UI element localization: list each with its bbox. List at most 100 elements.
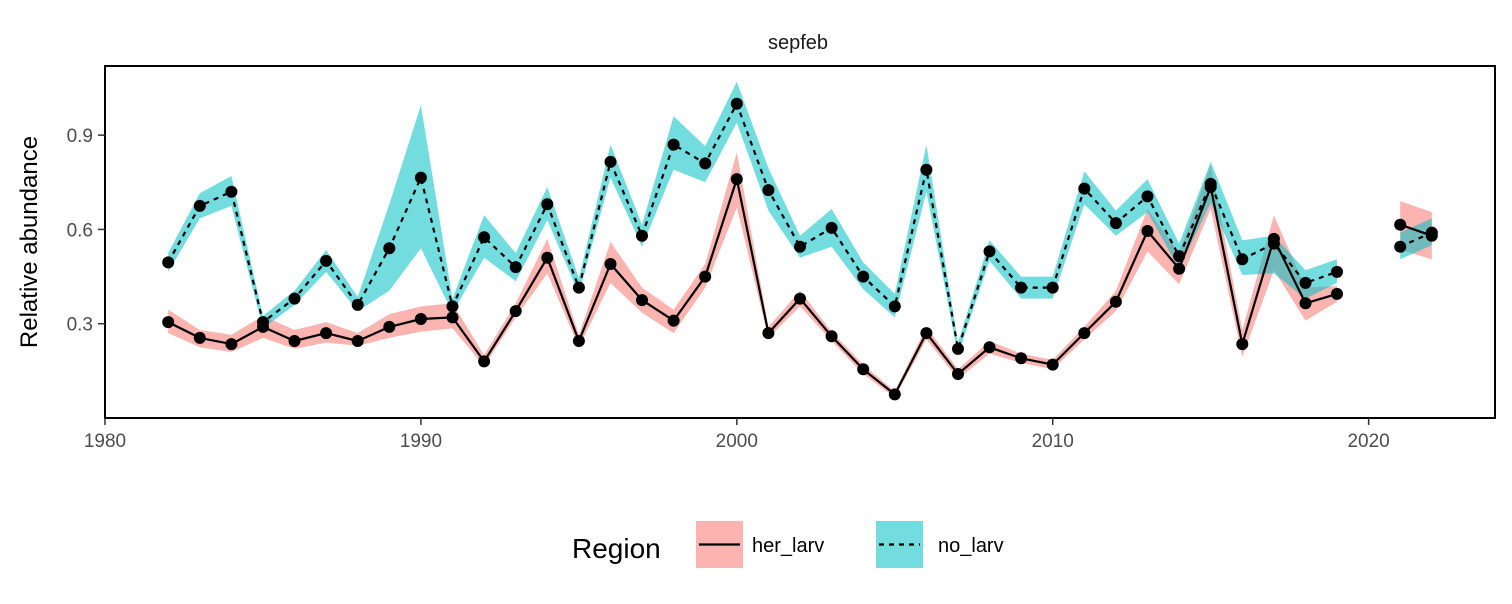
x-tick-label-1990: 1990: [400, 431, 442, 452]
point-her_larv-2004: [857, 363, 870, 376]
point-her_larv-1990: [414, 313, 427, 325]
point-no_larv-1982: [162, 256, 175, 269]
point-her_larv-1984: [225, 338, 238, 351]
point-no_larv-1992: [478, 231, 491, 244]
point-her_larv-2008: [983, 341, 996, 354]
point-no_larv-2021: [1394, 240, 1407, 253]
legend-label-her_larv: her_larv: [752, 535, 824, 557]
panel-border: [104, 65, 1496, 419]
point-no_larv-1996: [604, 155, 617, 168]
point-her_larv-2013: [1141, 225, 1154, 237]
point-her_larv-1995: [572, 335, 585, 347]
point-no_larv-1987: [320, 254, 333, 267]
point-her_larv-2021: [1394, 218, 1407, 231]
point-no_larv-2018: [1299, 276, 1312, 289]
point-her_larv-1988: [351, 335, 364, 347]
point-no_larv-2019: [1331, 265, 1343, 278]
band-no_larv-1: [1400, 218, 1432, 260]
point-no_larv-1994: [541, 198, 554, 211]
point-no_larv-1993: [509, 261, 522, 274]
x-tick-label-1980: 1980: [84, 431, 126, 452]
y-axis: 0.3 0.6 0.9: [67, 126, 105, 336]
point-her_larv-2016: [1236, 338, 1249, 351]
point-no_larv-2004: [857, 270, 870, 283]
point-her_larv-2003: [825, 330, 838, 343]
x-axis: 1980 1990 2000 2010 2020: [84, 418, 1390, 452]
y-tick-label-0.3: 0.3: [67, 315, 93, 336]
point-no_larv-2008: [983, 245, 996, 258]
point-no_larv-1995: [572, 281, 585, 294]
y-axis-title: Relative abundance: [16, 136, 43, 348]
point-no_larv-1988: [351, 298, 364, 311]
point-no_larv-2011: [1078, 182, 1091, 195]
point-no_larv-2017: [1267, 237, 1280, 250]
y-tick-label-0.6: 0.6: [67, 220, 93, 241]
legend: Region her_larv no_larv: [572, 521, 1004, 568]
point-her_larv-1989: [383, 320, 396, 333]
plot-area: [104, 65, 1496, 419]
band-her_larv-0: [168, 152, 1338, 398]
point-no_larv-2012: [1109, 217, 1122, 230]
point-no_larv-2010: [1046, 281, 1059, 294]
point-no_larv-2001: [762, 184, 775, 197]
legend-label-no_larv: no_larv: [938, 535, 1004, 557]
point-no_larv-1997: [636, 229, 648, 242]
point-her_larv-1997: [636, 294, 648, 307]
point-her_larv-1991: [446, 311, 459, 324]
point-her_larv-1986: [288, 335, 301, 347]
point-no_larv-1985: [257, 316, 269, 329]
point-no_larv-2016: [1236, 253, 1249, 266]
point-no_larv-1984: [225, 185, 238, 198]
point-no_larv-1991: [446, 300, 459, 313]
point-her_larv-1996: [604, 258, 617, 270]
point-no_larv-2009: [1015, 281, 1028, 294]
point-no_larv-1983: [193, 199, 206, 212]
data-points: [162, 97, 1438, 401]
point-no_larv-2013: [1141, 190, 1154, 203]
point-no_larv-2022: [1425, 226, 1438, 239]
point-her_larv-1994: [541, 251, 554, 264]
point-her_larv-2002: [794, 292, 806, 305]
point-no_larv-2015: [1204, 177, 1217, 190]
point-no_larv-2000: [730, 97, 743, 110]
point-no_larv-1989: [383, 242, 396, 255]
facet-title: sepfeb: [768, 32, 828, 54]
point-her_larv-2011: [1078, 327, 1091, 340]
point-her_larv-1993: [509, 305, 522, 318]
point-her_larv-2019: [1331, 287, 1343, 300]
point-no_larv-2005: [888, 300, 901, 313]
x-tick-label-2010: 2010: [1032, 431, 1074, 452]
point-her_larv-1987: [320, 327, 333, 340]
point-no_larv-1998: [667, 138, 680, 151]
point-no_larv-1986: [288, 292, 301, 305]
point-no_larv-1999: [699, 157, 712, 170]
point-her_larv-2012: [1109, 295, 1122, 308]
point-her_larv-1999: [699, 270, 712, 283]
point-her_larv-1998: [667, 314, 680, 327]
point-her_larv-2005: [888, 388, 901, 401]
x-tick-label-2020: 2020: [1347, 431, 1389, 452]
point-no_larv-2003: [825, 221, 838, 234]
legend-items: her_larv no_larv: [696, 521, 1004, 568]
point-her_larv-2010: [1046, 358, 1059, 371]
point-her_larv-1982: [162, 316, 175, 329]
point-her_larv-2014: [1173, 262, 1186, 275]
x-tick-label-2000: 2000: [716, 431, 758, 452]
point-her_larv-2006: [920, 327, 933, 340]
y-tick-label-0.9: 0.9: [67, 126, 93, 147]
point-her_larv-2018: [1299, 297, 1312, 310]
point-her_larv-2009: [1015, 352, 1028, 365]
point-no_larv-2002: [794, 240, 806, 253]
point-no_larv-2007: [952, 342, 964, 355]
point-her_larv-1992: [478, 355, 491, 368]
legend-title: Region: [572, 533, 661, 564]
point-her_larv-2000: [730, 173, 743, 186]
confidence-bands: [168, 81, 1432, 398]
point-her_larv-2001: [762, 327, 775, 340]
point-her_larv-1983: [193, 331, 206, 344]
point-no_larv-2014: [1173, 250, 1186, 263]
point-her_larv-2007: [952, 368, 964, 380]
point-no_larv-1990: [414, 171, 427, 184]
band-no_larv-0: [168, 81, 1338, 356]
